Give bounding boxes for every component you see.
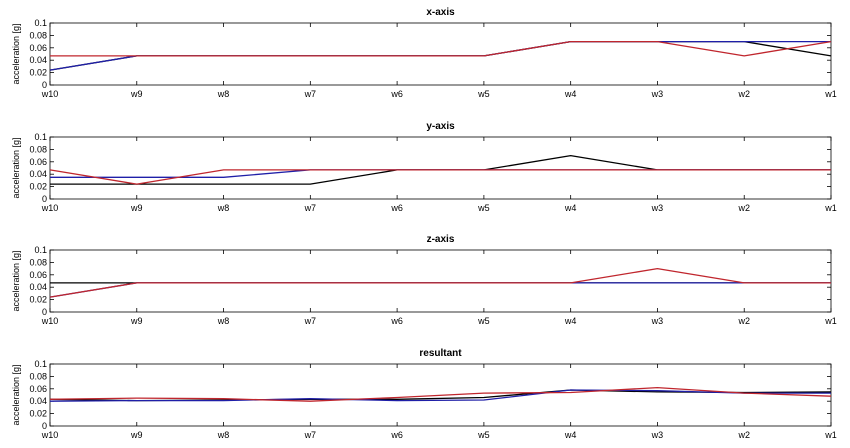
x-tick-label: w5 [477,89,490,99]
series-line-2 [50,169,831,178]
axes-frame [49,363,832,427]
axes-frame [49,249,832,313]
y-tick-label: 0.06 [29,43,47,53]
y-tick-label: 0.04 [29,282,47,292]
axes-frame [49,22,832,86]
x-tick-label: w3 [651,430,664,440]
x-tick-label: w10 [41,203,59,213]
x-tick-label: w1 [824,203,837,213]
series-line-3 [50,40,832,57]
y-tick-label: 0.02 [29,295,47,305]
x-tick-label: w6 [390,316,403,326]
x-tick-label: w9 [130,203,143,213]
x-tick-label: w1 [824,89,837,99]
y-tick-label: 0.1 [34,18,47,28]
y-tick-label: 0.02 [29,68,47,78]
x-tick-label: w8 [217,430,230,440]
x-tick-label: w7 [304,430,317,440]
x-tick-label: w2 [737,89,750,99]
y-tick-label: 0.04 [29,55,47,65]
y-tick-label: 0.02 [29,409,47,419]
x-tick-label: w6 [390,430,403,440]
y-tick-label: 0.02 [29,182,47,192]
x-tick-label: w8 [217,89,230,99]
y-tick-label: 0.08 [29,371,47,381]
subplot-resultant: resultant acceleration [g] 0 0.02 0.04 0.06… [11,348,837,440]
x-tick-label: w7 [304,316,317,326]
x-tick-label: w4 [564,203,577,213]
x-tick-label: w10 [41,316,59,326]
y-tick-label: 0.1 [34,132,47,142]
y-tick-label: 0 [42,307,47,317]
subplot-x-axis: x-axis acceleration [g] 0 0.02 0.04 0.06 0.0… [11,7,837,99]
x-tick-label: w8 [217,203,230,213]
y-axis-label: acceleration [g] [11,364,21,425]
y-tick-label: 0.1 [34,359,47,369]
y-axis-label: acceleration [g] [11,23,21,84]
x-tick-label: w3 [651,316,664,326]
panel-title: z-axis [427,234,455,245]
subplot-y-axis: y-axis acceleration [g] 0 0.02 0.04 0.06 0.0… [11,121,837,213]
y-axis-label: acceleration [g] [11,250,21,311]
x-tick-label: w6 [390,203,403,213]
y-tick-label: 0 [42,194,47,204]
x-tick-label: w9 [130,316,143,326]
y-tick-label: 0.06 [29,384,47,394]
x-tick-label: w5 [477,430,490,440]
x-tick-label: w9 [130,89,143,99]
series-line-3 [49,169,831,185]
axes-frame [49,136,832,200]
x-tick-label: w10 [41,89,59,99]
x-tick-label: w5 [477,316,490,326]
x-tick-label: w4 [564,430,577,440]
y-tick-label: 0.08 [29,257,47,267]
x-tick-label: w4 [564,316,577,326]
subplot-z-axis: z-axis acceleration [g] 0 0.02 0.04 0.06 0.0… [11,234,837,326]
x-tick-label: w3 [651,203,664,213]
x-tick-label: w6 [390,89,403,99]
x-tick-label: w3 [651,89,664,99]
series-line-3 [49,386,832,402]
panel-title: resultant [419,348,462,359]
y-tick-label: 0.1 [34,245,47,255]
y-tick-label: 0 [42,80,47,90]
y-tick-label: 0.04 [29,169,47,179]
x-tick-label: w5 [477,203,490,213]
panel-title: y-axis [426,121,455,132]
x-tick-label: w1 [824,430,837,440]
x-tick-label: w7 [304,203,317,213]
x-tick-label: w7 [304,89,317,99]
y-tick-label: 0.06 [29,270,47,280]
x-tick-label: w2 [737,430,750,440]
y-axis-label: acceleration [g] [11,137,21,198]
y-tick-label: 0.06 [29,157,47,167]
y-tick-label: 0.08 [29,30,47,40]
x-tick-label: w9 [130,430,143,440]
series-line-2 [49,282,831,298]
y-tick-label: 0.08 [29,144,47,154]
series-line-2 [49,389,831,402]
x-tick-label: w2 [737,316,750,326]
x-tick-label: w8 [217,316,230,326]
x-tick-label: w10 [41,430,59,440]
y-tick-label: 0 [42,421,47,431]
y-tick-label: 0.04 [29,396,47,406]
series-line-3 [49,267,831,298]
x-tick-label: w4 [564,89,577,99]
x-tick-label: w2 [737,203,750,213]
x-tick-label: w1 [824,316,837,326]
panel-title: x-axis [426,7,455,18]
